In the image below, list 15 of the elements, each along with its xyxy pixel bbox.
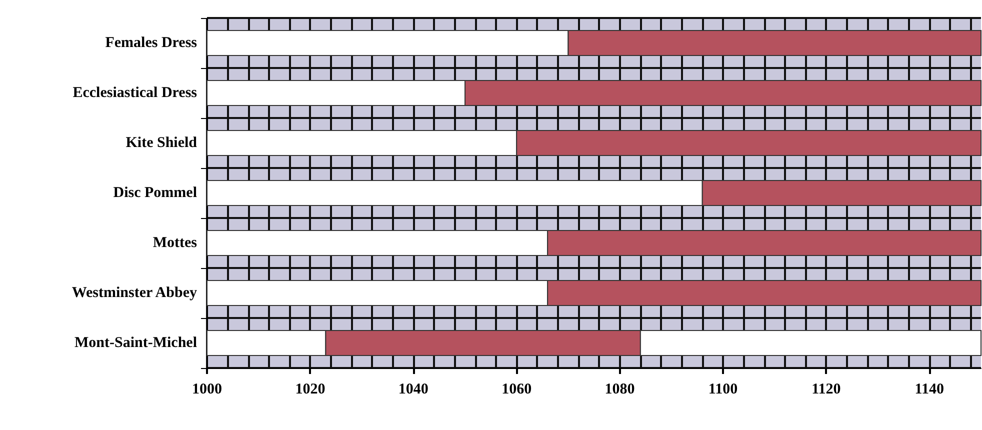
y-tick-label: Westminster Abbey xyxy=(72,285,198,301)
y-tick-label: Females Dress xyxy=(105,35,198,51)
x-tick-label: 1020 xyxy=(295,382,326,398)
x-tick-label: 1120 xyxy=(812,382,841,398)
x-tick-label: 1040 xyxy=(398,382,428,398)
y-tick-label: Ecclesiastical Dress xyxy=(72,85,198,101)
x-tick-label: 1000 xyxy=(192,382,222,398)
x-tick-label: 1060 xyxy=(502,382,532,398)
y-tick-label: Mottes xyxy=(152,235,198,251)
x-tick-label: 1140 xyxy=(914,382,944,398)
y-tick-label: Mont-Saint-Michel xyxy=(74,335,197,351)
x-tick-label: 1100 xyxy=(708,382,738,398)
y-tick-label: Disc Pommel xyxy=(113,185,197,201)
y-tick-label: Kite Shield xyxy=(126,135,198,151)
x-tick-label: 1080 xyxy=(604,382,635,398)
